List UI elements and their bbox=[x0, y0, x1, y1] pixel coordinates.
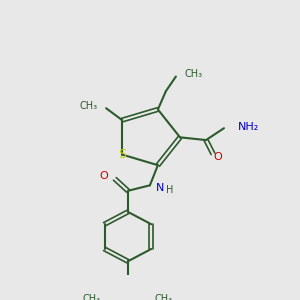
Text: CH₃: CH₃ bbox=[185, 69, 203, 79]
Text: O: O bbox=[214, 152, 222, 163]
Text: CH₃: CH₃ bbox=[155, 294, 173, 300]
Text: CH₃: CH₃ bbox=[83, 294, 101, 300]
Text: O: O bbox=[99, 171, 108, 181]
Text: N: N bbox=[156, 183, 164, 193]
Text: H: H bbox=[166, 185, 174, 195]
Text: CH₃: CH₃ bbox=[80, 101, 98, 111]
Text: S: S bbox=[118, 148, 126, 161]
Text: NH₂: NH₂ bbox=[238, 122, 259, 132]
